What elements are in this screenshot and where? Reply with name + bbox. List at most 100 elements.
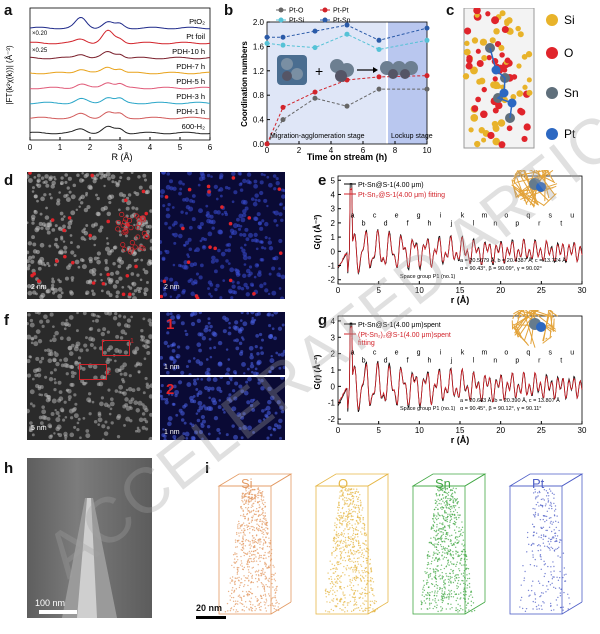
region-label-2: 2 <box>107 370 111 377</box>
b-point <box>424 86 430 92</box>
scale-f-left: 5 nm <box>31 425 47 432</box>
a-xlabel: R (Å) <box>112 152 133 162</box>
pdf-peak-label: q <box>526 212 530 219</box>
g-xlabel: r (Å) <box>451 435 470 445</box>
a-xtick: 6 <box>208 143 213 152</box>
legend-si: Si <box>564 13 575 27</box>
b-point <box>376 46 382 52</box>
b-xtick: 6 <box>361 146 366 155</box>
pdf-peak-label: b <box>362 220 366 227</box>
svg-text:+: + <box>315 63 323 79</box>
g-legend-3: fitting <box>358 340 375 347</box>
a-curve-label: PDH-10 h <box>172 47 205 56</box>
b-point <box>424 25 430 31</box>
stage1-label: Migration-agglomeration stage <box>270 133 365 140</box>
panel-letter-b: b <box>224 2 234 19</box>
pdf-xtick: 0 <box>336 286 341 295</box>
legend-pt-pt: Pt-Pt <box>333 8 349 15</box>
a-curve <box>29 16 210 30</box>
pdf-peak-label: g <box>417 350 421 357</box>
pdf-peak-label: b <box>362 358 366 365</box>
pdf-peak-label: o <box>504 350 508 357</box>
scale-bar-i <box>196 616 226 619</box>
g-zeolite-inset <box>511 310 558 348</box>
b-point <box>376 74 382 80</box>
b-xlabel: Time on stream (h) <box>307 152 387 162</box>
a-curve-label: Pt foil <box>186 32 205 41</box>
pdf-peak-label: c <box>373 350 377 357</box>
a-curve-label: PDH-1 h <box>176 107 205 116</box>
g-space: Space group P1 (no.1) <box>400 406 456 412</box>
b-ylabel: Coordination numbers <box>240 41 249 127</box>
panel-letter-d: d <box>4 172 14 189</box>
sem-tip-image: 100 nm <box>27 458 152 618</box>
pdf-peak-label: k <box>461 212 465 219</box>
b-point <box>312 95 318 101</box>
scale-i: 20 nm <box>196 603 223 613</box>
pdf-peak-label: e <box>395 350 399 357</box>
pdf-peak-label: d <box>384 358 388 365</box>
scale-f-i1: 1 nm <box>164 364 180 371</box>
b-point <box>280 42 286 48</box>
inset-2-label: 2 <box>166 381 175 398</box>
pdf-peak-label: d <box>384 220 388 227</box>
apt-map-pt: Pt <box>506 470 586 618</box>
pdf-ytick: -1 <box>328 262 336 271</box>
pdf-peak-label: p <box>515 220 519 227</box>
e-legend-1: Pt-Sn@S-1(4.00 μm) <box>358 182 424 189</box>
scale-label-2: ×0.25 <box>32 48 48 54</box>
pdf-ytick: 2 <box>331 219 336 228</box>
pdf-xtick: 5 <box>376 286 381 295</box>
pdf-peak-label: t <box>560 358 562 365</box>
apt-map-o: O <box>312 470 392 618</box>
apt-label: Si <box>241 476 253 491</box>
scale-f-i2: 1 nm <box>164 429 180 436</box>
a-curve-label: PDH-3 h <box>176 92 205 101</box>
b-point <box>312 28 318 34</box>
pdf-ytick: 0 <box>331 382 336 391</box>
haadf-stem-image-f: 1 2 5 nm <box>27 312 152 440</box>
a-xtick: 4 <box>148 143 153 152</box>
b-point <box>264 40 270 46</box>
b-xtick: 4 <box>329 146 334 155</box>
region-box-1 <box>102 340 130 356</box>
e-zeolite-inset <box>511 170 558 208</box>
a-curve <box>29 82 211 90</box>
e-space: Space group P1 (no.1) <box>400 274 456 280</box>
pdf-peak-label: t <box>560 220 562 227</box>
b-point <box>312 45 318 51</box>
pdf-peak-label: r <box>538 358 541 365</box>
pdf-peak-label: m <box>481 350 487 357</box>
b-ytick: 2.0 <box>253 18 265 27</box>
pdf-peak-label: i <box>440 212 442 219</box>
panel-letter-g: g <box>318 312 328 329</box>
pdf-peak-label: n <box>493 358 497 365</box>
region-box-2 <box>79 364 107 380</box>
pdf-peak-label: r <box>538 220 541 227</box>
b-point <box>344 22 350 28</box>
pdf-ytick: 4 <box>331 190 336 199</box>
panel-letter-f: f <box>4 312 9 329</box>
scale-d-left: 2 nm <box>31 284 47 291</box>
pdf-ytick: -1 <box>328 399 336 408</box>
b-ytick: 0.0 <box>253 140 265 149</box>
pdf-xtick: 10 <box>415 426 424 435</box>
pdf-peak-label: h <box>428 220 432 227</box>
pdf-ytick: 3 <box>331 205 336 214</box>
pdf-ytick: -2 <box>328 276 336 285</box>
b-point <box>376 37 382 43</box>
legend-pt-sn: Pt-Sn <box>333 18 351 25</box>
g-legend-2: (Pt-Sn₂)₂@S-1(4.00 μm)spent <box>358 332 451 339</box>
a-curve-label: 600-H₂ <box>182 122 205 131</box>
pdf-peak-label: f <box>407 358 409 365</box>
panel-letter-a: a <box>4 2 13 19</box>
pdf-peak-label: c <box>373 212 377 219</box>
b-point <box>264 141 270 147</box>
pdf-peak-label: j <box>450 220 453 227</box>
g-angles: α = 90.45°, β = 90.12°, γ = 90.11° <box>460 406 542 412</box>
pdf-ytick: 4 <box>331 317 336 326</box>
e-angles: α = 90.43°, β = 90.09°, γ = 90.02° <box>460 266 542 272</box>
pdf-xtick: 5 <box>376 426 381 435</box>
e-legend-2: Pt-Sn₂@S-1(4.00 μm) fitting <box>358 192 445 199</box>
